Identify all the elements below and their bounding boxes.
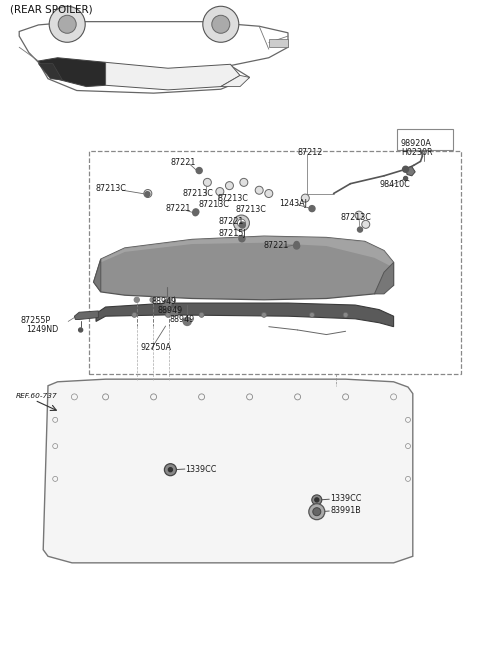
Circle shape: [170, 308, 178, 316]
Text: 1339CC: 1339CC: [330, 494, 361, 503]
Circle shape: [196, 167, 202, 174]
Text: 87212: 87212: [298, 148, 323, 157]
Text: 1249ND: 1249ND: [26, 325, 59, 334]
Text: 88949: 88949: [169, 315, 195, 324]
Circle shape: [309, 504, 325, 520]
Circle shape: [183, 318, 191, 325]
Circle shape: [144, 190, 152, 197]
Text: 83991B: 83991B: [330, 506, 361, 515]
Text: 88949: 88949: [157, 306, 183, 315]
Circle shape: [301, 194, 309, 202]
Text: 92750A: 92750A: [140, 343, 171, 352]
Circle shape: [166, 312, 170, 318]
Circle shape: [309, 205, 315, 212]
Polygon shape: [106, 62, 240, 90]
Circle shape: [239, 236, 245, 242]
Circle shape: [312, 495, 322, 505]
Circle shape: [343, 312, 348, 318]
Circle shape: [168, 468, 172, 472]
Text: 87213C: 87213C: [235, 205, 266, 215]
Circle shape: [294, 243, 300, 249]
Circle shape: [132, 312, 137, 318]
Circle shape: [315, 498, 319, 502]
Circle shape: [265, 190, 273, 197]
Text: 87221: 87221: [166, 204, 191, 213]
Text: 87213C: 87213C: [217, 194, 248, 203]
Circle shape: [233, 215, 250, 231]
Polygon shape: [38, 58, 106, 87]
Circle shape: [403, 166, 408, 173]
Text: 1339CC: 1339CC: [185, 464, 216, 474]
Circle shape: [134, 297, 139, 302]
Text: (REAR SPOILER): (REAR SPOILER): [10, 5, 92, 15]
Text: 1243AJ: 1243AJ: [279, 199, 307, 208]
Circle shape: [167, 297, 171, 302]
Circle shape: [163, 300, 171, 308]
Circle shape: [310, 312, 314, 318]
Polygon shape: [374, 262, 394, 294]
Circle shape: [58, 15, 76, 33]
Polygon shape: [94, 259, 101, 292]
Text: 87221: 87221: [170, 158, 196, 167]
Text: REF.60-737: REF.60-737: [15, 392, 57, 399]
Circle shape: [355, 211, 363, 219]
Circle shape: [193, 211, 198, 216]
Circle shape: [212, 15, 230, 33]
Circle shape: [204, 178, 211, 186]
Circle shape: [294, 241, 299, 247]
Polygon shape: [101, 236, 394, 268]
Circle shape: [226, 182, 233, 190]
Text: 88949: 88949: [151, 297, 177, 306]
Circle shape: [313, 508, 321, 516]
Circle shape: [216, 188, 224, 195]
Text: 98920A: 98920A: [401, 138, 432, 148]
Text: 87255P: 87255P: [20, 316, 50, 325]
Polygon shape: [38, 64, 62, 80]
Circle shape: [404, 176, 408, 180]
Circle shape: [255, 186, 263, 194]
Circle shape: [49, 7, 85, 42]
Circle shape: [145, 192, 150, 197]
Circle shape: [79, 328, 83, 332]
Polygon shape: [94, 236, 394, 300]
Circle shape: [199, 312, 204, 318]
Text: 87221: 87221: [263, 241, 288, 251]
Text: 98410C: 98410C: [379, 180, 410, 190]
Bar: [397, 129, 453, 150]
Polygon shape: [96, 303, 394, 327]
Circle shape: [193, 209, 199, 215]
Text: 87213C: 87213C: [96, 184, 127, 194]
Polygon shape: [221, 75, 250, 87]
Circle shape: [164, 464, 176, 476]
Circle shape: [203, 7, 239, 42]
Text: 87213C: 87213C: [341, 213, 372, 222]
Circle shape: [240, 178, 248, 186]
Text: 87213C: 87213C: [182, 189, 213, 198]
Circle shape: [150, 297, 155, 302]
Polygon shape: [406, 167, 415, 176]
Text: H0230R: H0230R: [401, 148, 432, 157]
Circle shape: [358, 227, 362, 232]
Circle shape: [262, 312, 266, 318]
Text: 87215J: 87215J: [218, 229, 246, 238]
Text: 87213C: 87213C: [198, 200, 229, 209]
Polygon shape: [43, 379, 413, 563]
Polygon shape: [269, 39, 288, 47]
Circle shape: [362, 220, 370, 228]
Polygon shape: [74, 311, 98, 319]
Circle shape: [240, 222, 245, 228]
Text: 87221: 87221: [218, 217, 244, 226]
Circle shape: [238, 219, 245, 227]
